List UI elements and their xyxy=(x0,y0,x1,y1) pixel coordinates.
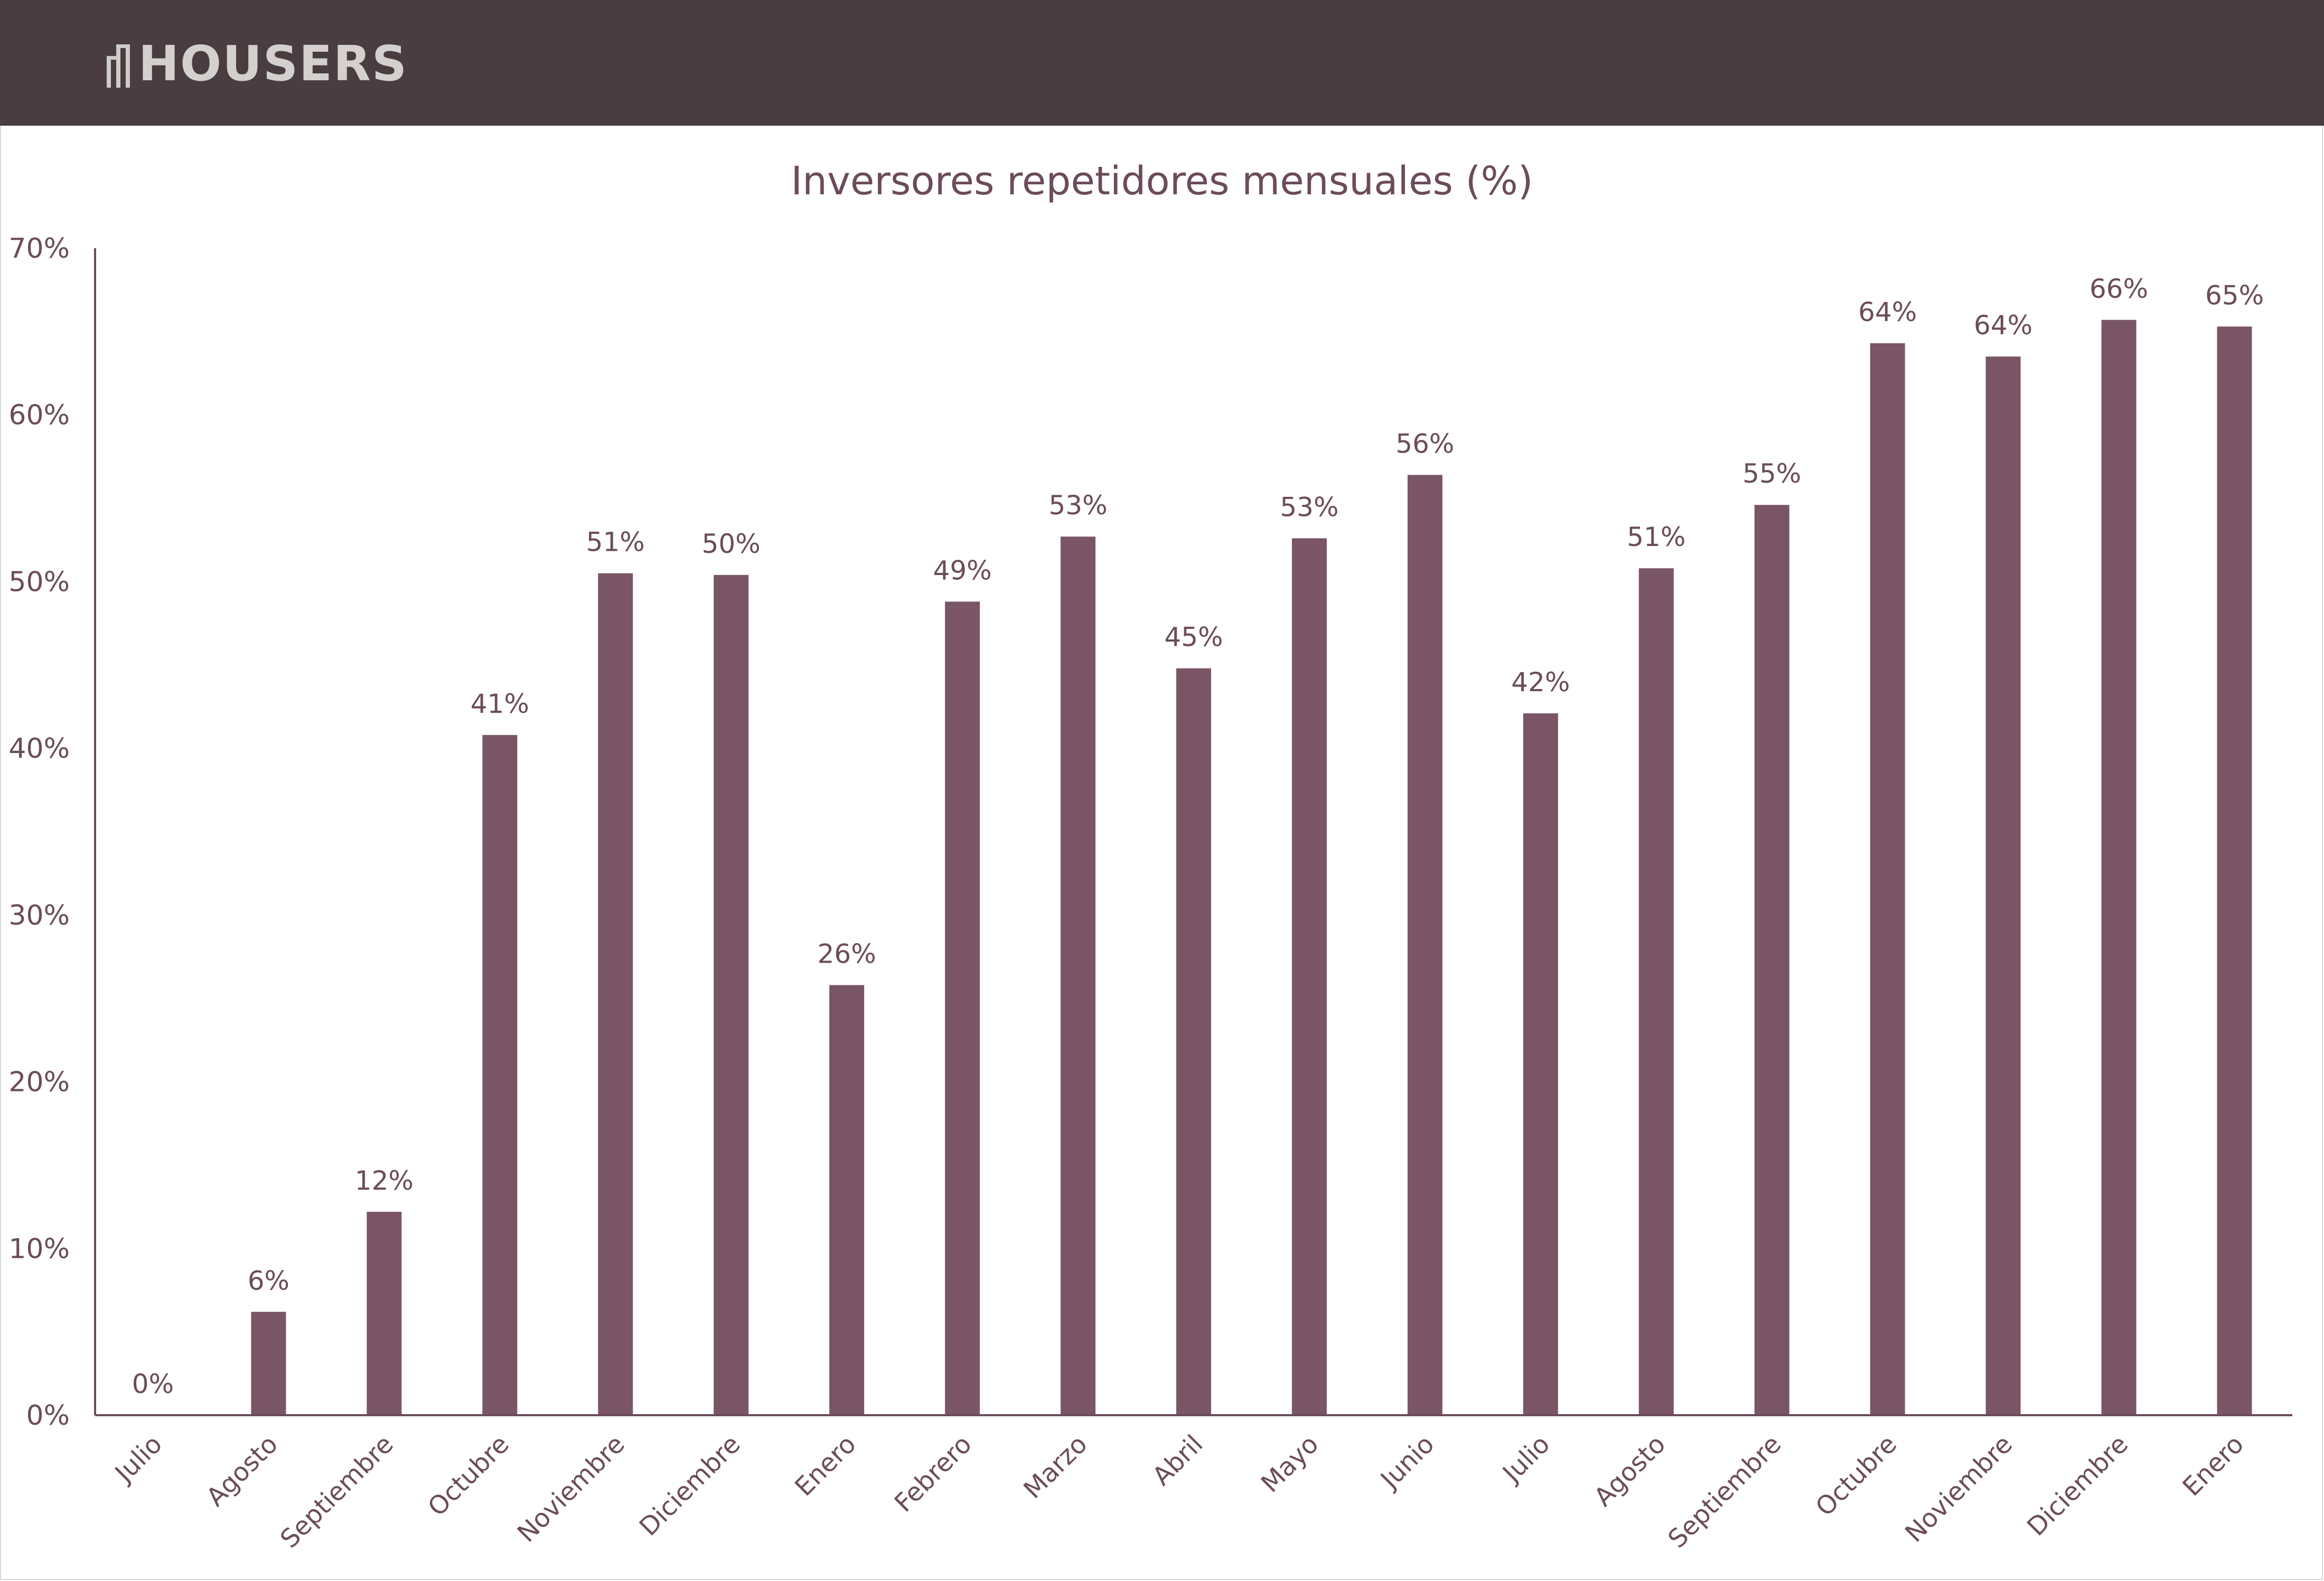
bar-data-label: 66% xyxy=(2089,274,2148,304)
bar xyxy=(1985,356,2021,1415)
bar-data-label: 0% xyxy=(132,1369,174,1399)
bar xyxy=(1407,475,1442,1416)
x-tick-label: Septiembre xyxy=(1662,1429,1787,1554)
bar-data-label: 12% xyxy=(355,1165,414,1196)
bar xyxy=(945,601,980,1415)
bar xyxy=(1638,568,1674,1415)
bar xyxy=(251,1312,286,1415)
bar-data-label: 45% xyxy=(1164,622,1223,653)
y-tick-label: 10% xyxy=(8,1233,70,1265)
x-tick-label: Noviembre xyxy=(512,1429,631,1548)
bar-data-label: 55% xyxy=(1742,458,1801,489)
x-tick-label: Enero xyxy=(2177,1429,2250,1502)
x-tick-label: Diciembre xyxy=(2021,1429,2134,1542)
bar-data-label: 64% xyxy=(1974,310,2032,341)
bar xyxy=(1291,538,1327,1416)
bar xyxy=(2101,319,2136,1416)
x-tick-label: Octubre xyxy=(1810,1429,1903,1522)
x-tick-label: Agosto xyxy=(1588,1429,1671,1512)
y-tick-label: 60% xyxy=(8,400,70,431)
bar-data-label: 51% xyxy=(586,527,645,558)
bar xyxy=(1754,505,1789,1416)
y-axis-ticks: 0% 10% 20% 30% 40% 50% 60% 70% xyxy=(8,233,70,1432)
x-tick-label: Septiembre xyxy=(275,1429,399,1554)
bar-data-label: 6% xyxy=(248,1265,289,1296)
bar xyxy=(1523,713,1558,1415)
bar-data-label: 51% xyxy=(1627,522,1685,552)
bar xyxy=(1176,668,1211,1415)
bar-data-label: 53% xyxy=(1280,492,1338,522)
bars xyxy=(251,319,2252,1416)
bar xyxy=(1870,343,1905,1415)
y-tick-label: 0% xyxy=(26,1400,70,1432)
header-bar: HOUSERS xyxy=(0,0,2324,126)
y-tick-label: 20% xyxy=(8,1067,70,1098)
bar xyxy=(1061,537,1096,1415)
bar-data-label: 56% xyxy=(1395,428,1454,459)
bar-data-labels: 0% 6% 12% 41% 51% 50% 26% 49% 53% 45% 53% 56% 42% 51%… xyxy=(132,274,2264,1399)
y-tick-label: 40% xyxy=(8,733,70,765)
x-tick-label: Julio xyxy=(1496,1429,1555,1489)
x-tick-label: Abril xyxy=(1147,1429,1208,1491)
x-tick-label: Enero xyxy=(789,1429,861,1502)
x-tick-label: Mayo xyxy=(1255,1429,1325,1499)
bar xyxy=(482,735,518,1415)
bar-data-label: 49% xyxy=(933,555,992,586)
bar-data-label: 53% xyxy=(1048,490,1107,521)
x-tick-label: Junio xyxy=(1374,1429,1440,1495)
housers-logo[interactable]: HOUSERS xyxy=(107,35,408,93)
y-tick-label: 30% xyxy=(8,900,70,931)
chart-title: Inversores repetidores mensuales (%) xyxy=(791,158,1533,204)
bar-data-label: 65% xyxy=(2205,280,2264,310)
x-tick-label: Julio xyxy=(108,1429,168,1489)
bar-data-label: 64% xyxy=(1858,297,1917,327)
building-logo-icon xyxy=(107,40,137,88)
x-tick-label: Diciembre xyxy=(634,1429,746,1542)
bar-data-label: 41% xyxy=(471,689,529,719)
y-tick-label: 50% xyxy=(8,566,70,598)
bar xyxy=(598,573,633,1415)
x-tick-label: Octubre xyxy=(422,1429,514,1522)
bar xyxy=(714,575,749,1415)
logo-text: HOUSERS xyxy=(138,35,408,92)
bar-data-label: 50% xyxy=(702,529,761,559)
bar xyxy=(829,985,865,1415)
x-tick-label: Febrero xyxy=(889,1429,978,1518)
chart-frame xyxy=(0,126,2323,1580)
x-tick-label: Agosto xyxy=(201,1429,284,1512)
x-tick-label: Marzo xyxy=(1018,1429,1093,1504)
bar xyxy=(367,1211,402,1415)
x-tick-label: Noviembre xyxy=(1899,1429,2018,1548)
bar-data-label: 42% xyxy=(1511,667,1570,698)
bar-data-label: 26% xyxy=(818,938,876,969)
y-tick-label: 70% xyxy=(8,233,70,265)
bar xyxy=(2217,326,2252,1415)
